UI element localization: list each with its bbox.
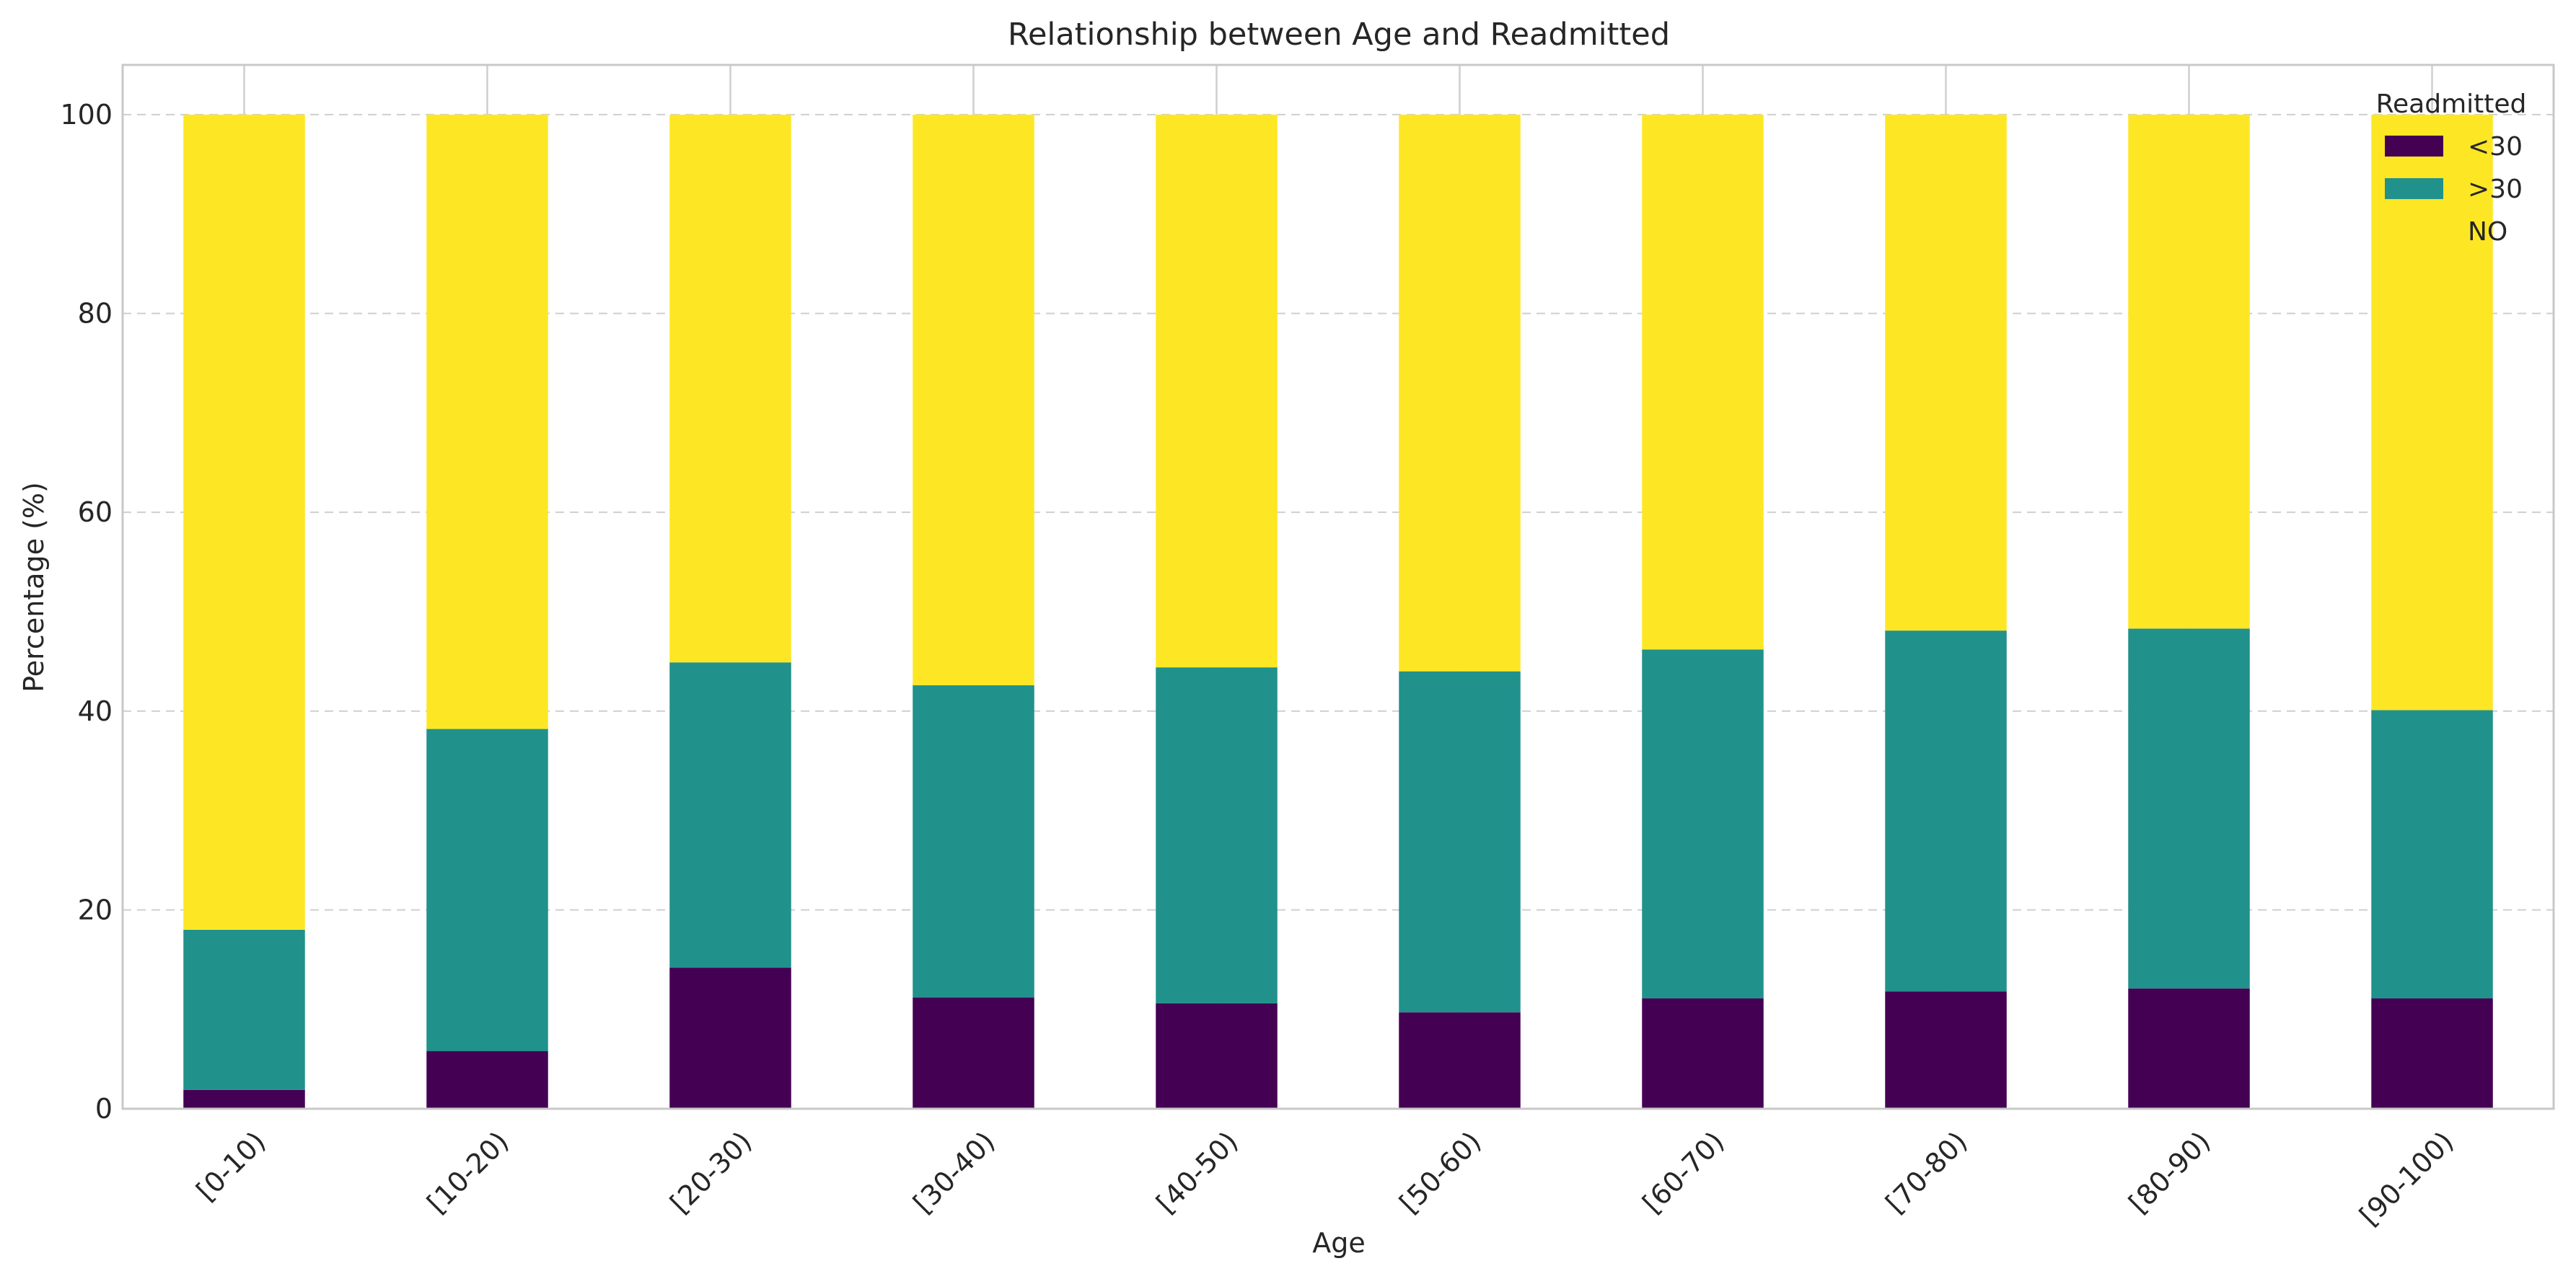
x-tick-label: [30-40): [907, 1125, 1001, 1219]
bar-lt30-7: [1642, 998, 1764, 1109]
bar-gt30-10: [2371, 710, 2493, 999]
legend-label: <30: [2468, 132, 2523, 162]
legend: Readmitted <30 >30 NO: [2376, 89, 2527, 247]
bar-lt30-9: [2128, 988, 2250, 1109]
x-tick-label: [80-90): [2123, 1125, 2217, 1219]
bar-lt30-5: [1156, 1003, 1278, 1109]
bar-gt30-6: [1399, 671, 1521, 1013]
y-tick-label: 80: [78, 298, 113, 330]
x-tick-label: [60-70): [1637, 1125, 1731, 1219]
legend-swatch: [2385, 136, 2443, 157]
x-tick-label: [50-60): [1394, 1125, 1487, 1219]
bar-lt30-4: [913, 997, 1034, 1109]
bar-gt30-9: [2128, 628, 2250, 989]
plot-area: 0 20 40 60 80 100 [0-10) [10-20) [20-30) [30-40) […: [60, 63, 2555, 1231]
legend-title: Readmitted: [2376, 89, 2527, 119]
bar-gt30-7: [1642, 649, 1764, 999]
bar-gt30-8: [1885, 630, 2007, 992]
legend-label: NO: [2468, 217, 2507, 247]
bar-no-8: [1885, 114, 2007, 631]
legend-label: >30: [2468, 175, 2523, 204]
x-tick-label: [10-20): [421, 1125, 515, 1219]
x-tick-label: [90-100): [2353, 1125, 2459, 1231]
bar-lt30-1: [183, 1089, 305, 1109]
y-tick-label: 100: [60, 99, 113, 131]
legend-swatch: [2385, 221, 2443, 242]
y-tick-label: 60: [78, 496, 113, 528]
bar-lt30-3: [669, 967, 791, 1109]
y-tick-label: 20: [78, 894, 113, 926]
x-tick-label: [70-80): [1880, 1125, 1974, 1219]
x-axis-label: Age: [1312, 1227, 1366, 1259]
y-axis-label: Percentage (%): [18, 482, 50, 693]
x-tick-label: [40-50): [1151, 1125, 1244, 1219]
bar-no-10: [2371, 114, 2493, 711]
bar-no-1: [183, 114, 305, 930]
bar-lt30-6: [1399, 1012, 1521, 1109]
bar-no-6: [1399, 114, 1521, 672]
bar-lt30-10: [2371, 998, 2493, 1109]
x-tick-label: [20-30): [664, 1125, 758, 1219]
bar-no-4: [913, 114, 1034, 685]
bar-no-7: [1642, 114, 1764, 650]
bar-lt30-8: [1885, 991, 2007, 1109]
y-tick-label: 0: [95, 1093, 113, 1125]
legend-swatch: [2385, 178, 2443, 199]
plot-frame: [121, 63, 2555, 1110]
bar-no-5: [1156, 114, 1278, 668]
x-tick-label: [0-10): [190, 1125, 272, 1207]
bar-no-2: [426, 114, 548, 729]
bar-gt30-3: [669, 662, 791, 968]
bar-no-9: [2128, 114, 2250, 629]
bar-no-3: [669, 114, 791, 663]
bar-gt30-4: [913, 685, 1034, 998]
bar-gt30-5: [1156, 667, 1278, 1003]
chart-title: Relationship between Age and Readmitted: [1008, 17, 1670, 53]
y-tick-label: 40: [78, 695, 113, 727]
bar-lt30-2: [426, 1051, 548, 1109]
bar-gt30-1: [183, 929, 305, 1090]
bar-gt30-2: [426, 729, 548, 1052]
